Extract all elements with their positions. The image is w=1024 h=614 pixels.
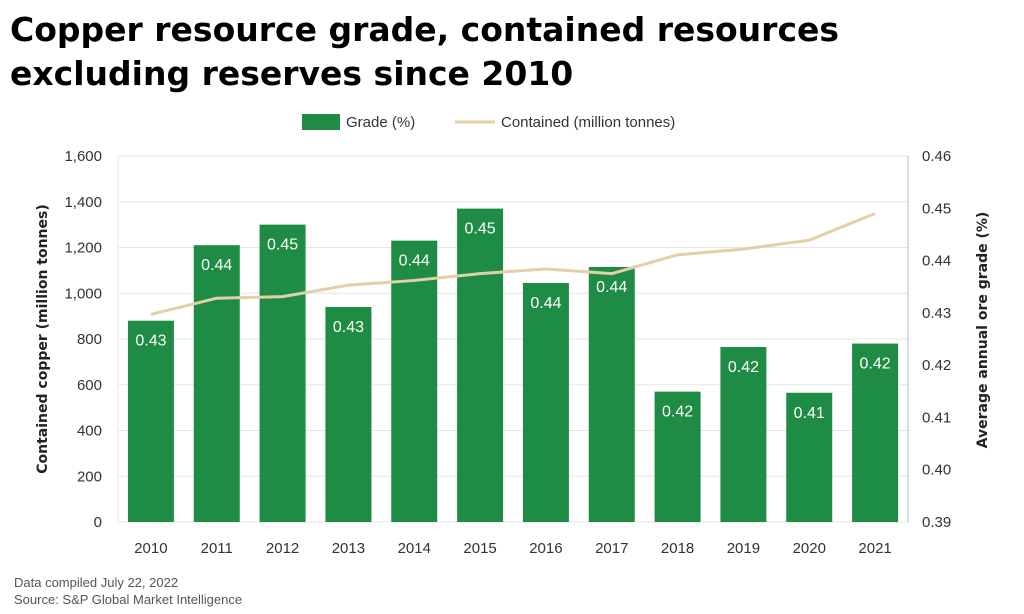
x-tick-label: 2011 (201, 540, 233, 557)
x-tick-label: 2021 (858, 540, 891, 557)
chart-title: Copper resource grade, contained resourc… (10, 10, 840, 93)
x-tick-label: 2019 (727, 540, 760, 557)
x-tick-label: 2012 (266, 540, 299, 557)
x-axis: 2010 2011 2012 2013 2014 2015 2016 2017 2018 2019… (134, 540, 892, 557)
left-tick-label: 1,600 (64, 148, 102, 165)
legend-swatch-grade (302, 114, 340, 130)
legend: Grade (%) Contained (million tonnes) (302, 114, 675, 131)
contained-line-path (150, 212, 876, 316)
bar-label-2019: 0.42 (728, 359, 759, 376)
bar-label-2012: 0.45 (267, 237, 298, 254)
source-note: Source: S&P Global Market Intelligence (14, 592, 243, 607)
bar-label-2017: 0.44 (596, 279, 627, 296)
x-tick-label: 2017 (595, 540, 628, 557)
right-axis-title: Average annual ore grade (%) (975, 212, 991, 449)
left-tick-label: 400 (77, 423, 102, 440)
bar-label-2014: 0.44 (399, 253, 430, 270)
bar-label-2021: 0.42 (860, 356, 891, 373)
bar-2014 (391, 240, 438, 522)
right-axis: 0.39 0.40 0.41 0.42 0.43 0.44 0.45 0.46 (922, 148, 951, 531)
x-tick-label: 2020 (793, 540, 826, 557)
left-tick-label: 600 (77, 377, 102, 394)
legend-label-grade: Grade (%) (346, 114, 415, 131)
bar-2021 (852, 343, 899, 522)
right-tick-label: 0.39 (922, 514, 951, 531)
bar-2016 (522, 282, 569, 522)
bar-2018 (654, 391, 701, 522)
left-axis-title: Contained copper (million tonnes) (35, 204, 51, 474)
right-tick-label: 0.40 (922, 462, 951, 479)
x-tick-label: 2018 (661, 540, 694, 557)
x-tick-label: 2014 (398, 540, 431, 557)
bar-2019 (720, 347, 767, 522)
bar-2015 (457, 208, 504, 523)
right-tick-label: 0.42 (922, 357, 951, 374)
x-tick-label: 2013 (332, 540, 365, 557)
bars (127, 208, 899, 523)
bar-label-2013: 0.43 (333, 319, 364, 336)
x-tick-label: 2015 (463, 540, 496, 557)
bar-label-2018: 0.42 (662, 404, 693, 421)
left-tick-label: 200 (77, 468, 102, 485)
bar-label-2016: 0.44 (530, 295, 561, 312)
left-tick-label: 1,200 (64, 240, 102, 257)
footer: Data compiled July 22, 2022 Source: S&P … (14, 574, 242, 608)
bar-2017 (588, 266, 635, 522)
bar-label-2015: 0.45 (465, 221, 496, 238)
left-tick-label: 800 (77, 331, 102, 348)
x-tick-label: 2010 (134, 540, 167, 557)
right-tick-label: 0.43 (922, 305, 951, 322)
gridlines (117, 155, 909, 523)
bar-labels: 0.43 0.44 0.45 0.43 0.44 0.45 0.44 0.44 0.42 0.42… (135, 221, 890, 422)
left-axis: 0 200 400 600 800 1,000 1,200 1,400 1,600 (64, 148, 102, 531)
bar-2013 (325, 306, 372, 522)
right-tick-label: 0.41 (922, 409, 951, 426)
bar-label-2011: 0.44 (201, 257, 232, 274)
left-tick-label: 1,400 (64, 194, 102, 211)
compiled-note: Data compiled July 22, 2022 (14, 575, 179, 590)
right-tick-label: 0.46 (922, 148, 951, 165)
bar-2020 (786, 392, 833, 522)
bar-2011 (193, 245, 240, 522)
bar-2012 (259, 224, 306, 522)
bar-label-2010: 0.43 (135, 333, 166, 350)
legend-label-contained: Contained (million tonnes) (501, 114, 675, 131)
x-tick-label: 2016 (529, 540, 562, 557)
left-tick-label: 0 (94, 514, 102, 531)
chart: Grade (%) Contained (million tonnes) 0 20… (35, 114, 991, 557)
right-tick-label: 0.44 (922, 253, 951, 270)
bar-2010 (127, 320, 174, 522)
left-tick-label: 1,000 (64, 285, 102, 302)
contained-line (150, 212, 876, 316)
right-tick-label: 0.45 (922, 200, 951, 217)
bar-label-2020: 0.41 (794, 405, 825, 422)
